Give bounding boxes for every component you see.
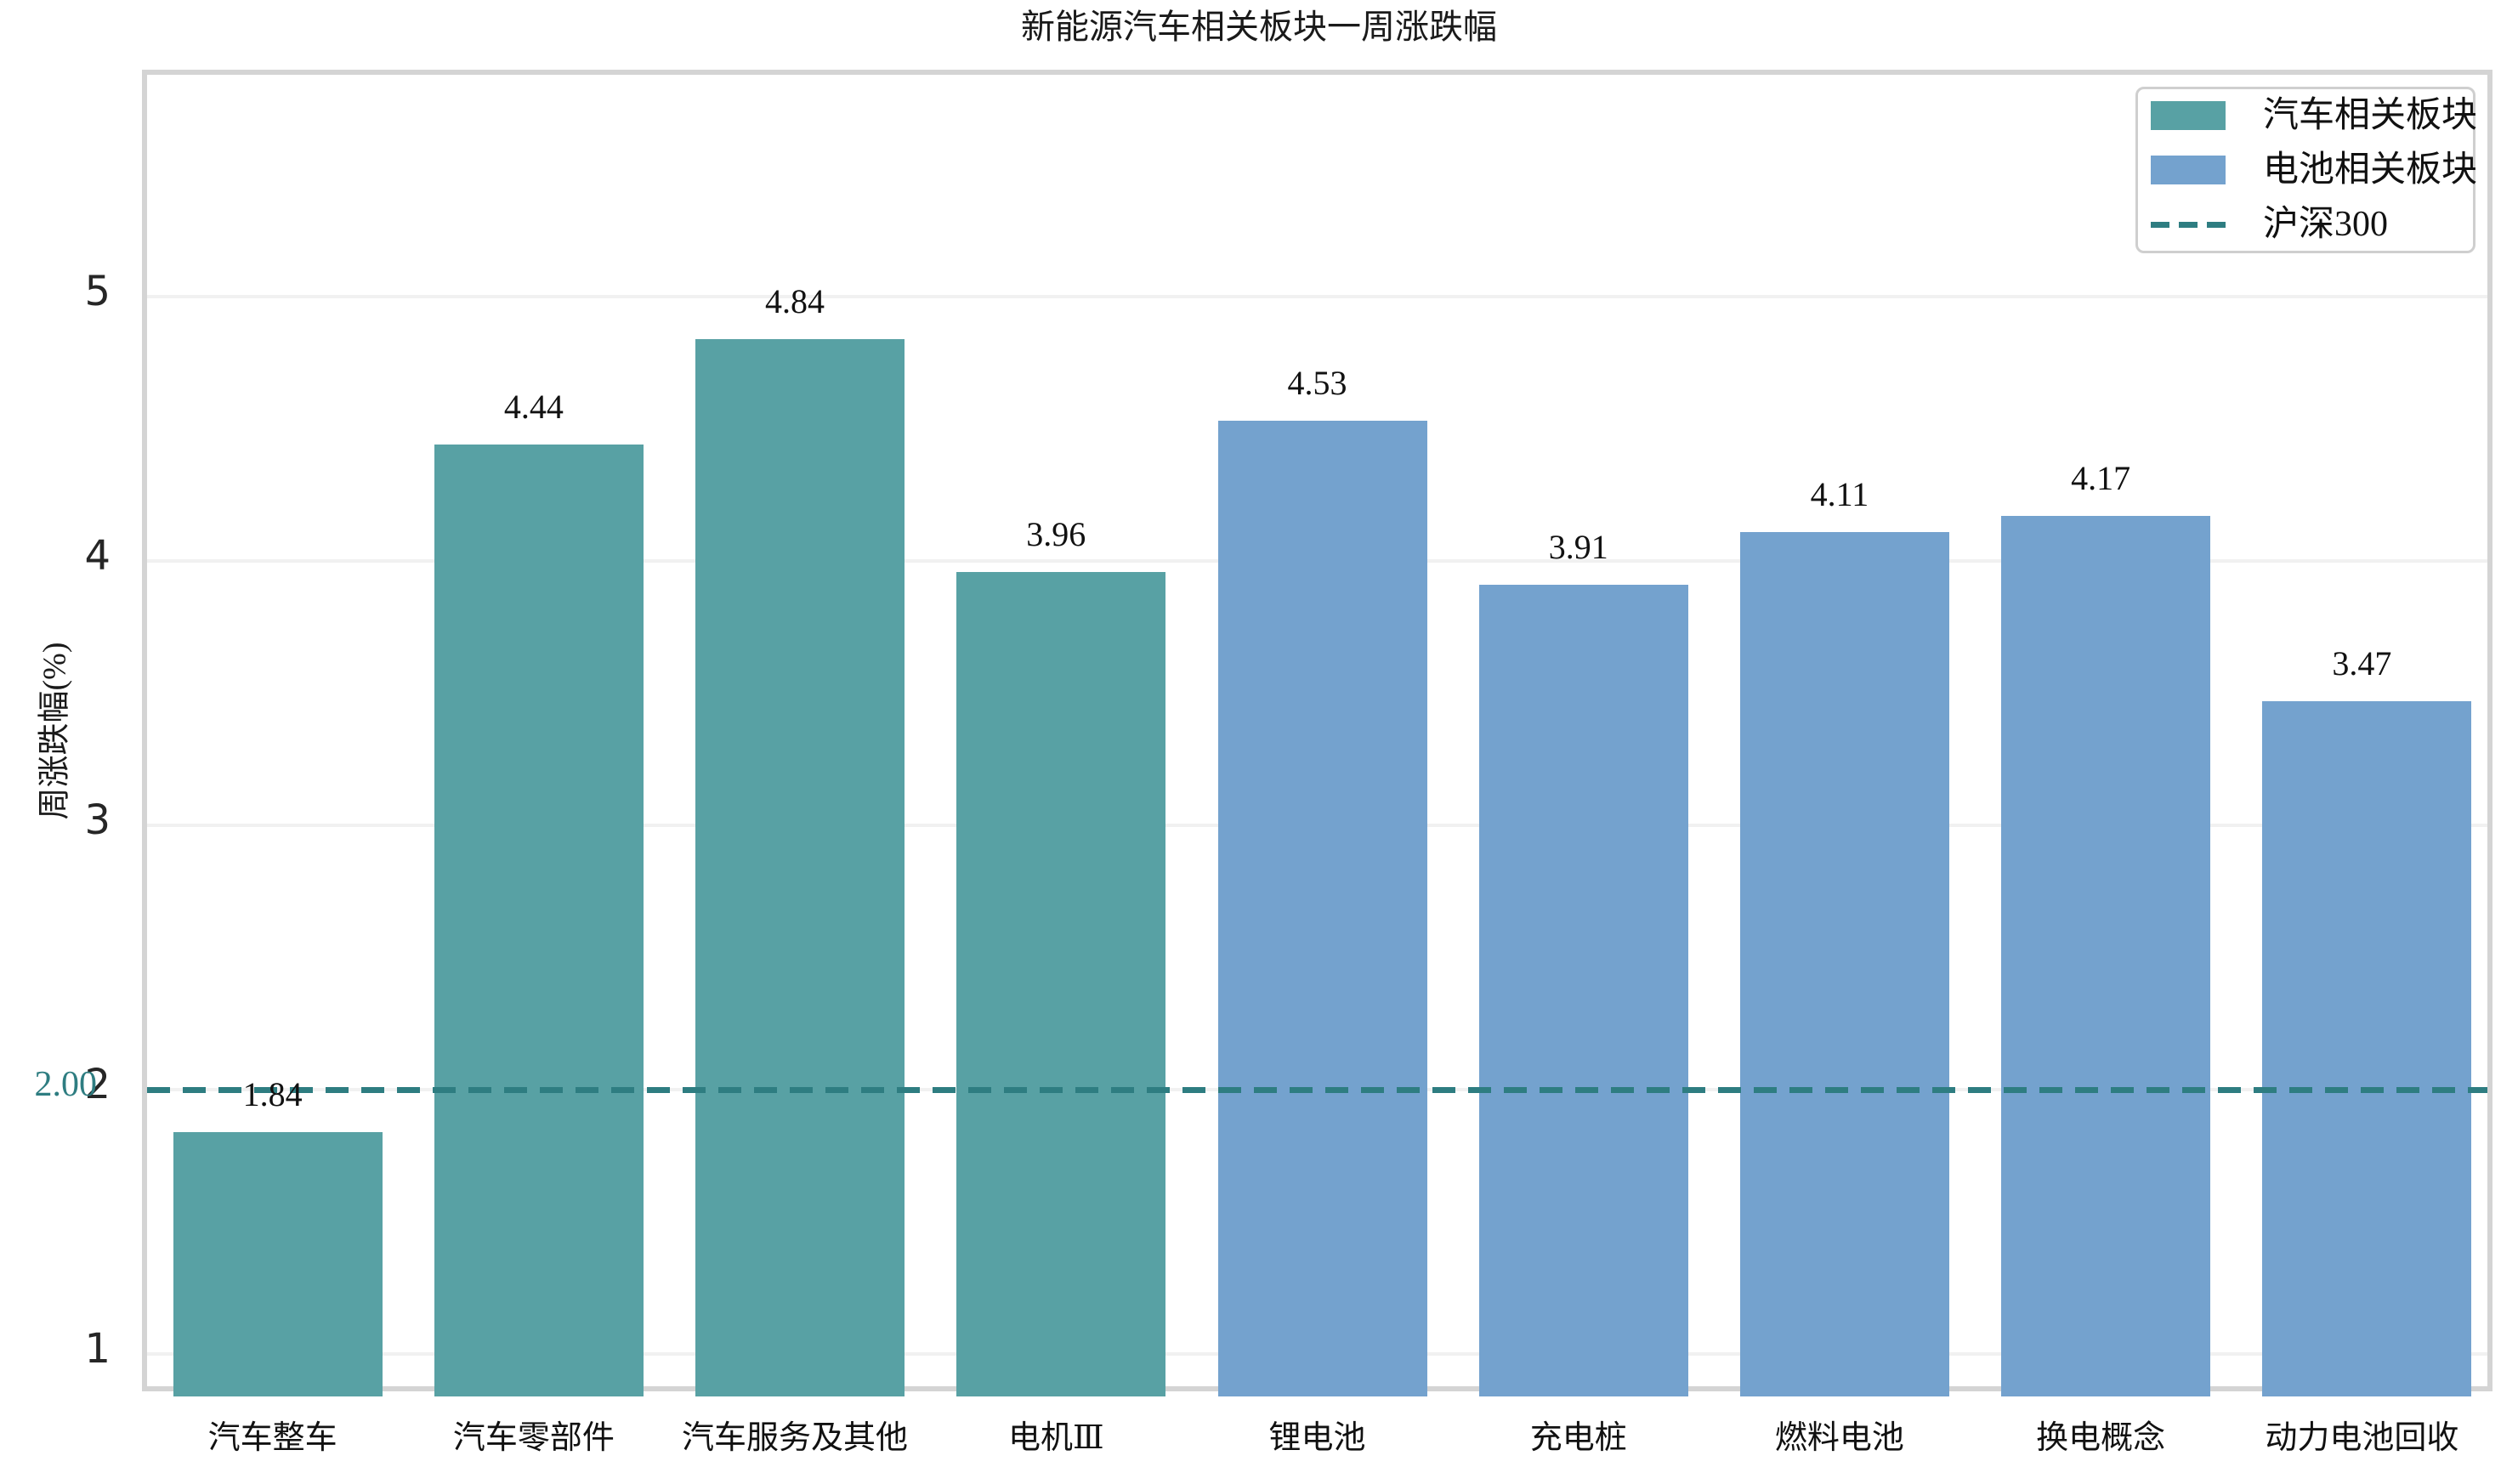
bar-动力电池回收 [2262, 701, 2472, 1396]
x-tick-label-汽车整车: 汽车整车 [207, 1420, 337, 1456]
bar-充电桩 [1478, 585, 1688, 1396]
x-tick-label-电机Ⅲ: 电机Ⅲ [1007, 1420, 1104, 1456]
x-tick-label-换电概念: 换电概念 [2036, 1420, 2166, 1456]
bar-燃料电池 [1739, 532, 1949, 1396]
legend-swatch-battery [2151, 156, 2226, 184]
legend-label-battery: 电池相关板块 [2263, 150, 2478, 190]
bar-value-label: 1.84 [242, 1075, 303, 1113]
y-axis-label: 周涨跌幅(%) [37, 642, 73, 820]
bar-value-label: 4.11 [1810, 475, 1869, 514]
bar-value-label: 4.44 [503, 388, 564, 427]
x-tick-label-燃料电池: 燃料电池 [1774, 1420, 1904, 1456]
legend-swatch-auto [2151, 101, 2226, 130]
legend-item-battery-sectors: 电池相关板块 [2151, 149, 2477, 191]
legend: 汽车相关板块 电池相关板块 沪深300 [2135, 87, 2477, 253]
y-tick-label-3: 3 [84, 796, 111, 845]
x-tick-label-动力电池回收: 动力电池回收 [2265, 1420, 2459, 1456]
legend-dash-sample [2151, 221, 2226, 228]
bar-换电概念 [2001, 516, 2211, 1396]
bar-value-label: 4.17 [2071, 459, 2131, 498]
legend-item-hs300: 沪深300 [2151, 203, 2473, 246]
bar-汽车服务及其他 [695, 339, 905, 1396]
legend-item-auto-sectors: 汽车相关板块 [2151, 94, 2477, 137]
y-tick-label-1: 1 [84, 1325, 111, 1374]
bar-电机Ⅲ [956, 571, 1166, 1396]
legend-label-auto: 汽车相关板块 [2263, 96, 2478, 135]
y-tick-label-5: 5 [84, 268, 111, 316]
x-tick-label-锂电池: 锂电池 [1268, 1420, 1366, 1456]
bar-锂电池 [1217, 421, 1427, 1396]
bar-value-label: 3.96 [1026, 514, 1086, 553]
y-tick-label-2: 2 [84, 1061, 111, 1109]
y-tick-label-4: 4 [84, 532, 111, 581]
legend-label-hs300: 沪深300 [2263, 205, 2389, 244]
reference-line-hs300 [147, 1087, 2487, 1094]
plot-area [142, 70, 2492, 1396]
bar-汽车零部件 [434, 445, 644, 1396]
bar-value-label: 4.84 [765, 282, 825, 320]
reference-line-value-label: 2.00 [34, 1065, 98, 1105]
gridline-y-5 [147, 295, 2487, 299]
bar-value-label: 3.47 [2332, 644, 2392, 683]
x-tick-label-汽车服务及其他: 汽车服务及其他 [682, 1420, 909, 1456]
bar-value-label: 3.91 [1548, 528, 1608, 567]
chart-title: 新能源汽车相关板块一周涨跌幅 [1021, 8, 1497, 46]
bar-value-label: 4.53 [1287, 364, 1347, 403]
bar-汽车整车 [173, 1132, 383, 1396]
x-tick-label-汽车零部件: 汽车零部件 [452, 1420, 615, 1456]
x-tick-label-充电桩: 充电桩 [1529, 1420, 1627, 1456]
